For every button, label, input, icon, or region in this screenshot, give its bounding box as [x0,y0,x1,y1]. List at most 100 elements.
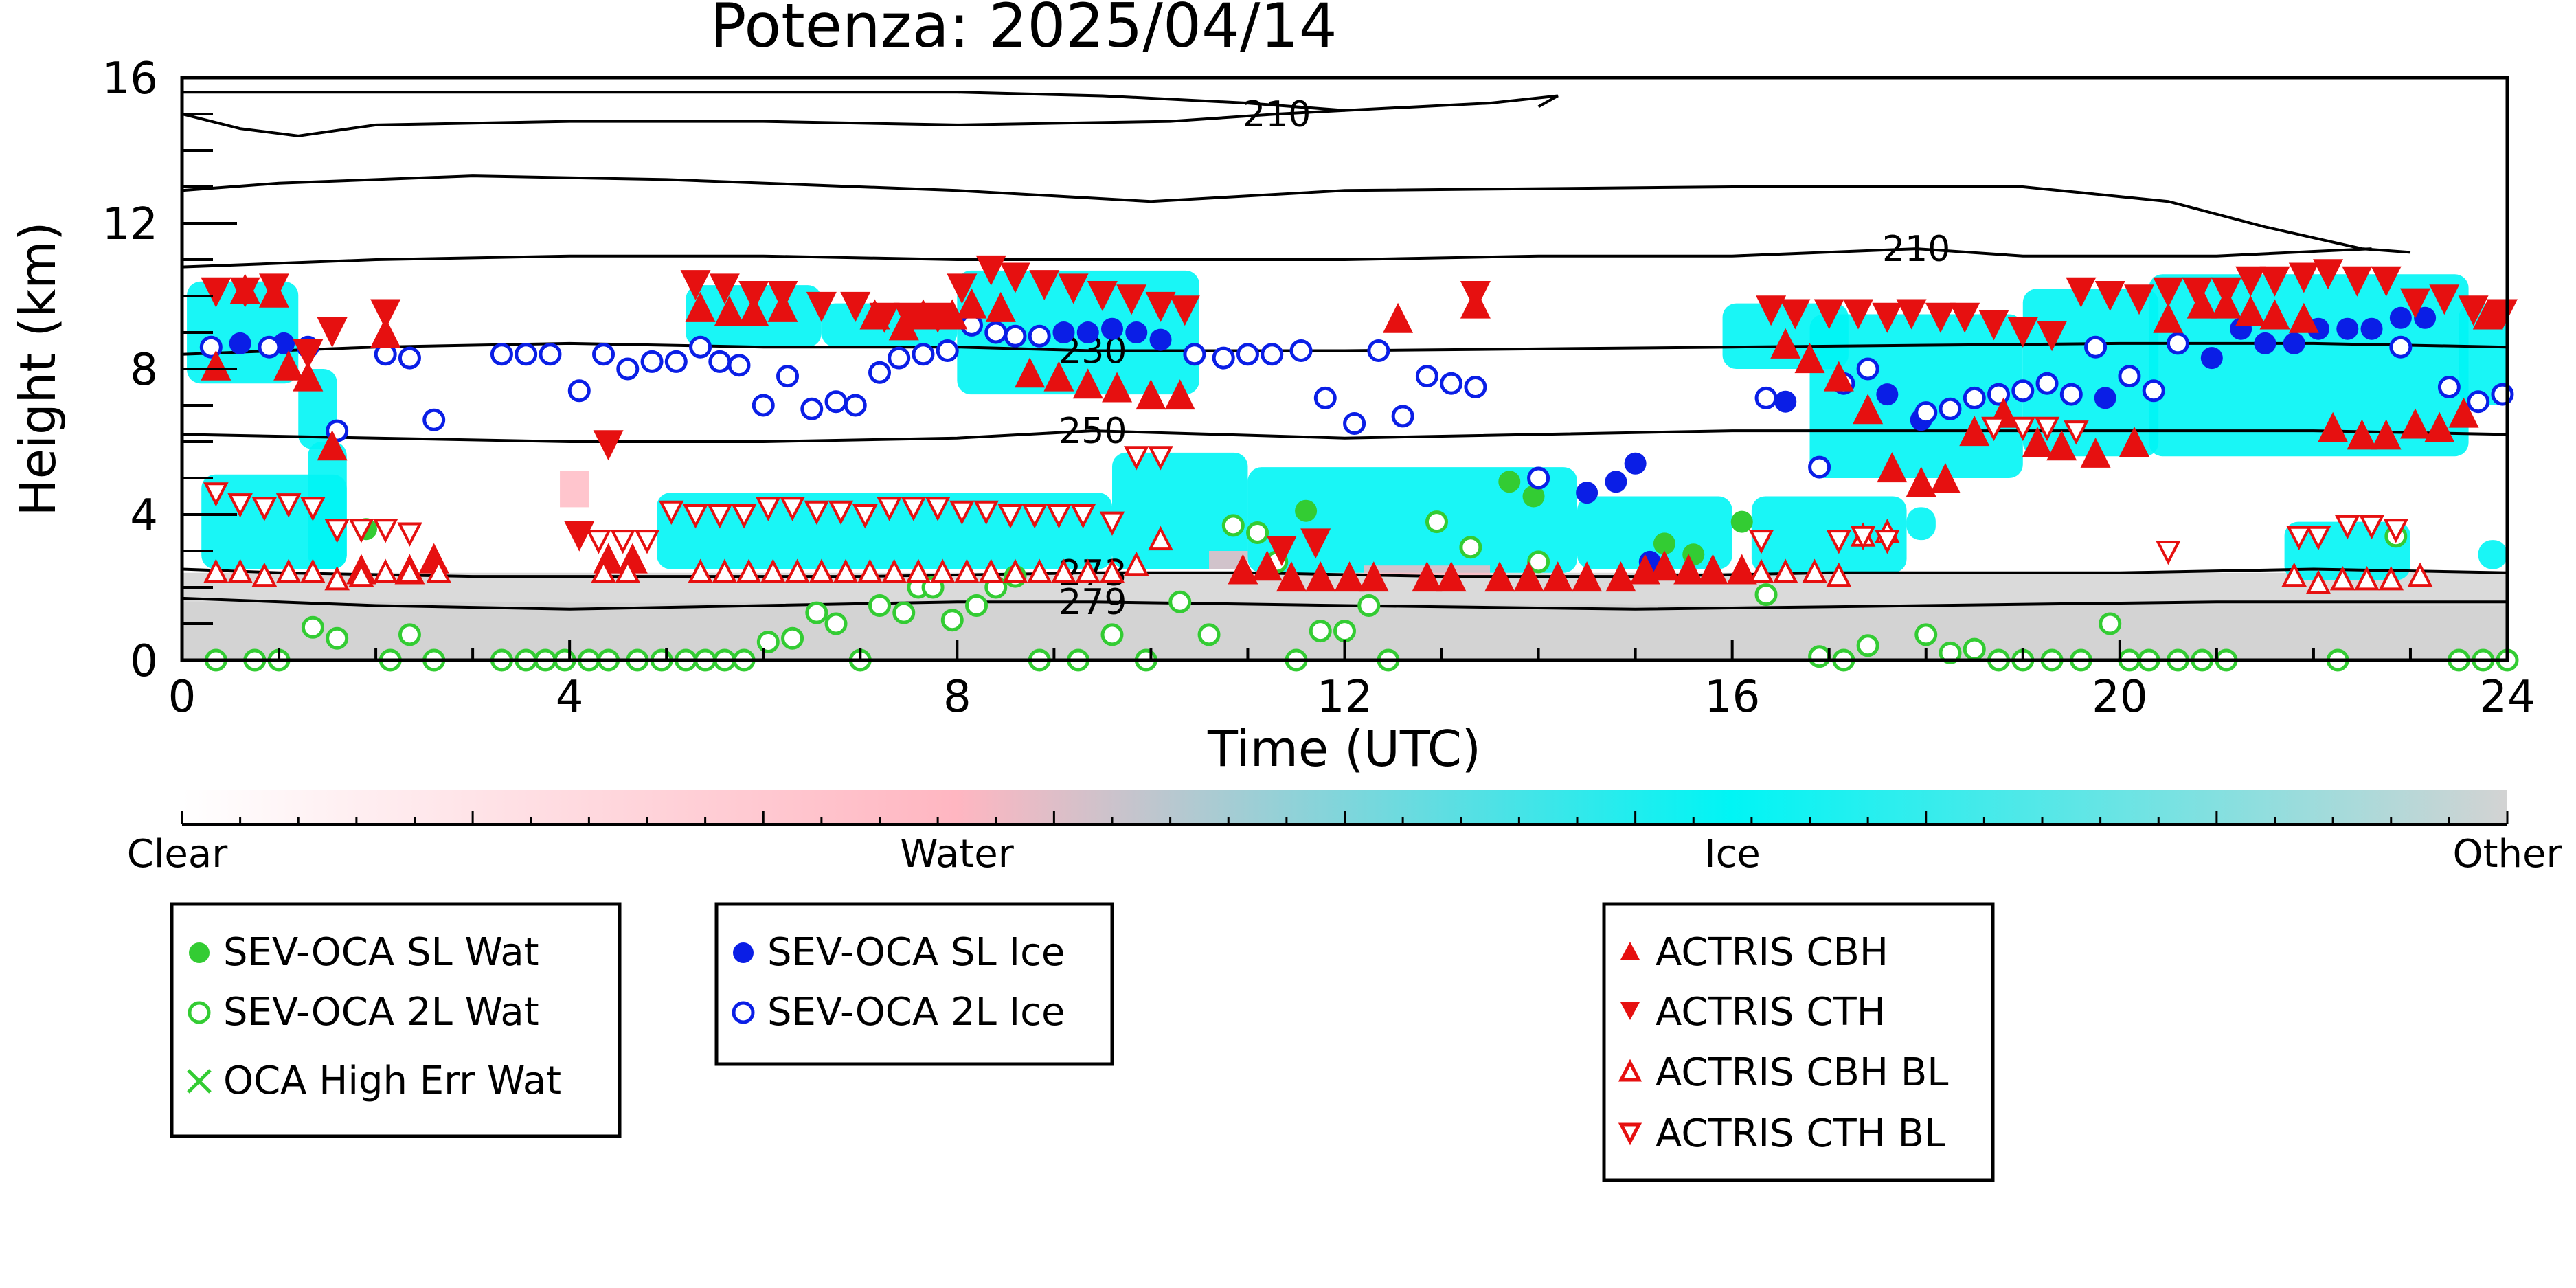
data-point [1252,550,1283,581]
data-point [2094,387,2116,409]
data-point [515,343,538,366]
data-point [201,350,231,381]
contour-line [182,596,2507,611]
data-point [973,500,999,526]
data-point [1046,504,1072,529]
data-point [593,430,624,461]
data-point [1333,620,1356,643]
data-point [370,299,401,330]
data-point [1748,530,1774,554]
data-point [2359,515,2384,540]
data-point [738,281,769,311]
data-point [688,558,713,583]
data-point [1412,561,1443,592]
data-point [756,631,780,653]
data-point [1102,372,1133,403]
data-point [999,262,1030,293]
data-point [2342,266,2373,297]
data-point [752,394,775,417]
data-point [1814,299,1844,330]
data-point [929,558,956,583]
data-point [683,504,708,529]
data-point [2153,277,2184,308]
legend-marker-cth-bl [1618,1122,1642,1146]
legend-actris: ACTRIS CBH ACTRIS CTH ACTRIS CBH BL ACTR… [1602,902,1995,1182]
data-point [1673,554,1704,585]
legend-marker-sl-ice [733,942,754,963]
data-point [1440,372,1463,395]
ice-cloud-region [2478,540,2507,569]
data-point [317,430,348,461]
data-point [1169,295,1200,326]
data-point [1939,397,1962,420]
data-point [591,558,616,583]
data-point [912,343,935,366]
data-point [840,291,871,322]
data-point [1305,561,1336,592]
ice-cloud-region [1112,452,1248,569]
data-point [1754,386,1778,409]
data-point [2329,566,2355,591]
data-point [1334,561,1365,592]
data-point [203,558,229,583]
data-point [2354,566,2380,591]
series-actris-cth-bl [203,416,2409,565]
data-point [1914,623,1938,646]
data-point [1653,532,1675,555]
data-point [1459,536,1482,559]
data-point [1029,270,1060,301]
x-axis-ticks: 0 4 8 12 16 20 24 [168,640,2535,723]
data-point [806,291,837,322]
legend-label-sl-wat: SEV-OCA SL Wat [223,930,539,975]
data-point [293,361,324,392]
legend-label-2l-ice: SEV-OCA 2L Ice [767,990,1065,1035]
series-actris-cth [201,255,2518,566]
data-point [1756,295,1787,326]
data-point [852,504,878,529]
data-point [1542,561,1573,592]
data-point [2059,383,2083,406]
data-point [1484,561,1515,592]
data-point [1087,281,1118,311]
data-point [1125,321,1148,343]
data-point [1164,379,1195,410]
data-point [317,317,348,348]
data-point [300,558,326,583]
x-tick-label: 24 [2479,672,2535,723]
data-point [372,558,398,583]
colorbar-label-ice: Ice [1704,832,1761,877]
data-point [1697,554,1728,585]
data-point [1436,561,1467,592]
data-point [1100,623,1124,646]
data-point [1572,561,1603,592]
data-point [965,594,988,617]
data-point [2064,420,2089,445]
data-point [1826,530,1852,554]
data-point [954,558,980,583]
data-point [1058,273,1089,304]
legend-marker-sl-wat [189,942,210,963]
data-point [1896,299,1927,330]
data-point [370,317,401,348]
data-point [1925,302,1956,333]
x-tick-label: 0 [168,672,196,723]
data-point [1522,485,1545,508]
data-point [490,343,513,366]
data-point [1959,416,1990,447]
data-point [956,288,987,319]
data-point [1343,412,1366,435]
data-point [273,350,304,381]
data-point [567,379,591,403]
data-point [2318,411,2349,442]
series-sev-oca-2l-ice [199,313,2514,490]
legend-ice: SEV-OCA SL Ice SEV-OCA 2L Ice [714,902,1114,1066]
data-point [564,521,595,552]
y-axis-label: Height (km) [9,222,67,517]
data-point [2336,317,2359,340]
data-point [1415,365,1438,388]
data-point [776,365,800,388]
data-point [2491,383,2514,406]
data-point [940,609,964,632]
data-point [1978,310,2009,341]
data-point [2389,306,2412,329]
